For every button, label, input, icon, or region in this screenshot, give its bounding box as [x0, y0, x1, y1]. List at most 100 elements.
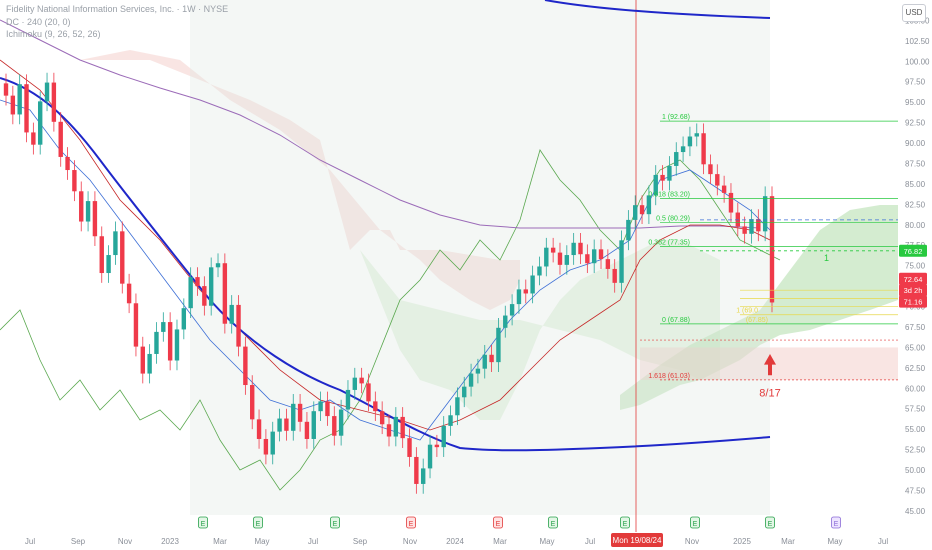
target-arrow-label: 8/17 — [759, 387, 780, 399]
candle-body — [140, 346, 145, 374]
y-tick-label: 95.00 — [905, 98, 926, 107]
candle-body — [31, 132, 36, 145]
y-tick-label: 62.50 — [905, 364, 926, 373]
candle-body — [270, 431, 275, 455]
fib-level-label: 0.382 (77.35) — [648, 239, 690, 246]
y-tick-label: 57.50 — [905, 405, 926, 414]
wave-label: 1 — [824, 253, 829, 263]
x-tick-label: Nov — [118, 537, 132, 546]
earnings-marker-label: E — [201, 521, 206, 528]
candle-body — [379, 411, 385, 425]
candle-body — [181, 308, 187, 330]
candle-body — [222, 263, 228, 324]
candle-body — [571, 242, 576, 256]
earnings-marker — [548, 516, 558, 529]
candle-body — [332, 416, 337, 436]
candle-body — [475, 368, 481, 374]
earnings-marker — [493, 516, 503, 529]
candle-body — [626, 219, 631, 241]
x-tick-label: Jul — [308, 537, 318, 546]
y-tick-label: 52.50 — [905, 446, 926, 455]
y-tick-label: 67.50 — [905, 323, 926, 332]
x-tick-label: Sep — [71, 537, 86, 546]
candle-body — [619, 240, 624, 283]
x-tick-label: Mar — [213, 537, 227, 546]
legend-donchian[interactable]: DC · 240 (20, 0) — [6, 17, 71, 27]
candle-body — [414, 456, 419, 484]
candle-body — [236, 304, 241, 347]
candle-body — [79, 191, 84, 222]
earnings-marker — [620, 516, 630, 529]
fib-level-label: 0 (67.88) — [662, 317, 690, 324]
last-price-tag-bg — [899, 272, 927, 285]
candle-body — [304, 421, 310, 439]
earnings-marker — [330, 516, 340, 529]
x-tick-label: 2025 — [733, 537, 751, 546]
earnings-marker — [765, 516, 775, 529]
candle-body — [728, 192, 734, 213]
countdown-tag: 3d 2h — [904, 286, 923, 295]
candle-body — [605, 259, 611, 269]
y-tick-label: 75.00 — [905, 262, 926, 271]
candle-body — [174, 329, 180, 361]
x-tick-label: Sep — [353, 537, 368, 546]
legend-symbol[interactable]: Fidelity National Information Services, … — [6, 4, 229, 14]
candle-body — [345, 389, 351, 410]
candle-body — [250, 385, 255, 420]
candle-body — [195, 277, 200, 287]
x-tick-label: 2024 — [446, 537, 464, 546]
candle-body — [550, 247, 556, 253]
earnings-marker-label: E — [693, 521, 698, 528]
earnings-marker-label: E — [256, 521, 261, 528]
candle-body — [44, 82, 50, 102]
candle-body — [208, 267, 214, 306]
candle-body — [277, 418, 282, 432]
candle-body — [585, 254, 590, 264]
candle-body — [72, 170, 77, 192]
ichimoku-cloud-future — [620, 205, 898, 410]
candle-body — [441, 425, 446, 448]
candle-body — [161, 322, 166, 332]
candle-body — [256, 419, 262, 439]
candle-body — [557, 252, 563, 265]
candle-body — [373, 401, 378, 412]
candle-body — [701, 133, 706, 165]
candle-body — [462, 386, 467, 398]
candle-body — [126, 283, 132, 304]
earnings-marker-label: E — [551, 521, 556, 528]
x-tick-label: Jul — [878, 537, 888, 546]
candle-body — [297, 403, 303, 422]
kijun-line — [0, 59, 771, 431]
fib-ext-label: 1 (69.0 — [736, 308, 758, 315]
earnings-marker — [406, 516, 416, 529]
ichimoku-cloud-mid — [360, 240, 720, 420]
chikou-line — [0, 149, 781, 491]
candle-body — [393, 416, 399, 437]
candle-body — [24, 84, 29, 133]
candle-body — [215, 263, 221, 268]
y-tick-label: 90.00 — [905, 139, 926, 148]
y-tick-label: 60.00 — [905, 384, 926, 393]
ma200-line — [0, 77, 771, 452]
candle-body — [578, 242, 583, 255]
earnings-marker — [831, 516, 841, 529]
candle-body — [311, 411, 316, 439]
crosshair-date-label: Mon 19/08/24 — [613, 536, 662, 545]
candle-body — [366, 383, 371, 402]
candle-body — [769, 196, 775, 303]
crosshair-date-pill — [611, 533, 663, 547]
candle-body — [482, 354, 487, 369]
currency-button[interactable]: USD — [902, 4, 926, 22]
x-tick-label: Jul — [585, 537, 595, 546]
candle-body — [263, 438, 269, 455]
legend-ichimoku[interactable]: Ichimoku (9, 26, 52, 26) — [6, 29, 101, 39]
candle-body — [147, 353, 152, 374]
candle-body — [509, 304, 515, 316]
candle-body — [715, 174, 720, 186]
candle-body — [318, 401, 323, 412]
earnings-marker-label: E — [496, 521, 501, 528]
candle-body — [680, 146, 686, 153]
candle-body — [503, 315, 508, 328]
candle-body — [544, 247, 549, 267]
